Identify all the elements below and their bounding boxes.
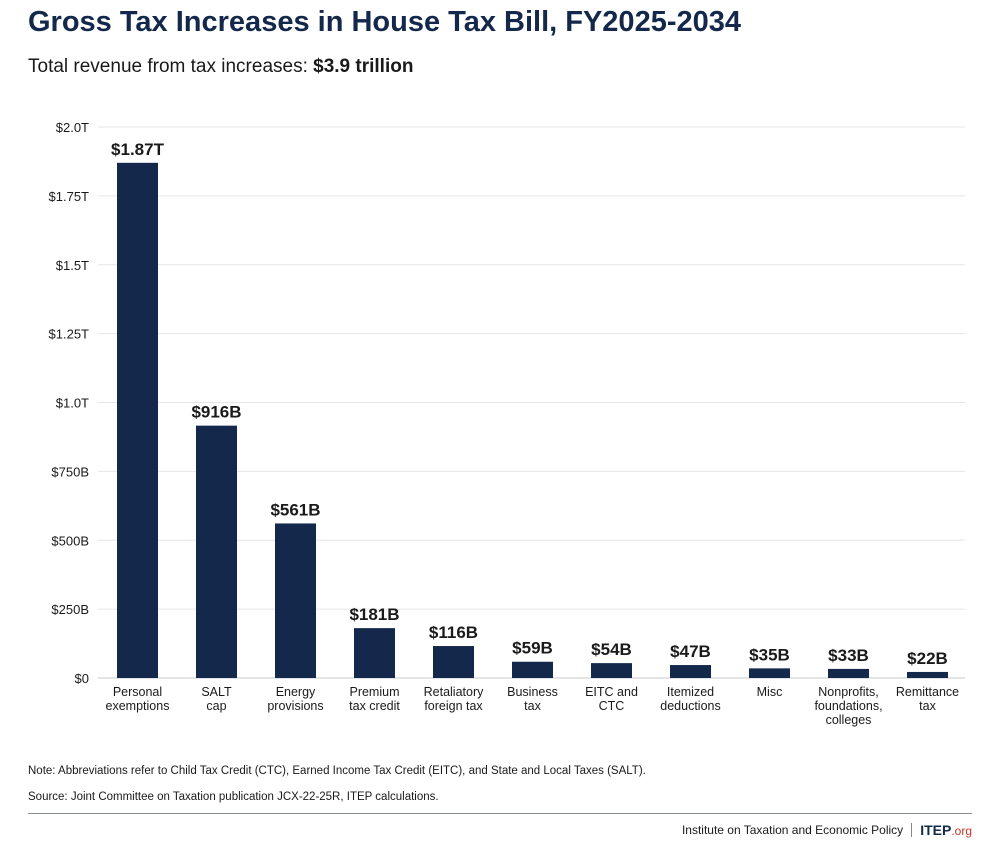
x-tick-label: CTC (599, 699, 625, 713)
chart-note: Note: Abbreviations refer to Child Tax C… (28, 765, 646, 777)
data-label: $561B (270, 500, 320, 519)
x-tick-label: cap (206, 699, 226, 713)
y-tick-label: $0 (75, 671, 89, 686)
x-tick-label: Retaliatory (424, 685, 484, 699)
x-tick-label: exemptions (106, 699, 170, 713)
x-tick-label: colleges (826, 713, 872, 727)
x-tick-label: provisions (267, 699, 323, 713)
bar-chart: $0 $250B $500B $750B $1.0T $1.25T $1.5T $1.75T $… (49, 120, 965, 727)
y-tick-label: $1.0T (56, 396, 89, 411)
x-tick-label: Nonprofits, (818, 685, 878, 699)
y-tick-label: $500B (51, 533, 89, 548)
x-tick-label: tax (524, 699, 541, 713)
bar (117, 162, 158, 678)
x-tick-label: Premium (349, 685, 399, 699)
org-name: Institute on Taxation and Economic Polic… (681, 823, 904, 837)
x-tick-label: foreign tax (424, 699, 483, 713)
data-label: $35B (749, 645, 790, 664)
bar (354, 628, 395, 678)
x-tick-label: Itemized (667, 685, 714, 699)
bar (828, 668, 869, 678)
x-tick-label: Personal (113, 685, 162, 699)
data-label: $54B (591, 640, 632, 659)
x-tick-label: Misc (757, 685, 783, 699)
y-tick-label: $2.0T (56, 120, 89, 135)
footer-separator (911, 823, 913, 837)
chart-title: Gross Tax Increases in House Tax Bill, F… (28, 6, 741, 38)
x-tick-label: Business (507, 685, 558, 699)
data-label: $916B (191, 403, 241, 422)
bar (749, 668, 790, 678)
logo-main: ITEP (920, 822, 952, 838)
x-tick-label: Energy (276, 685, 316, 699)
y-tick-label: $1.5T (56, 258, 89, 273)
y-tick-label: $1.75T (49, 189, 90, 204)
subtitle-total: $3.9 trillion (313, 56, 414, 77)
footer: Institute on Taxation and Economic Polic… (682, 822, 972, 838)
data-label: $22B (907, 649, 948, 668)
y-tick-label: $1.25T (49, 327, 90, 342)
y-tick-label: $750B (51, 464, 89, 479)
x-tick-label: SALT (201, 685, 232, 699)
bar (433, 646, 474, 678)
x-tick-label: tax (919, 699, 936, 713)
data-label: $116B (429, 623, 478, 642)
x-tick-label: Remittance (896, 685, 959, 699)
data-label: $59B (512, 639, 553, 658)
chart-source: Source: Joint Committee on Taxation publ… (28, 791, 439, 803)
bar (907, 671, 948, 678)
logo-suffix: .org (951, 824, 972, 838)
itep-logo[interactable]: ITEP.org (920, 822, 972, 838)
x-tick-label: EITC and (585, 685, 638, 699)
bar (196, 425, 237, 678)
footer-divider (28, 813, 972, 814)
x-tick-label: deductions (660, 699, 720, 713)
y-tick-label: $250B (51, 602, 89, 617)
subtitle-prefix: Total revenue from tax increases: (28, 56, 314, 77)
x-tick-label: tax credit (349, 699, 400, 713)
bar (512, 661, 553, 678)
bar (591, 663, 632, 678)
chart-subtitle: Total revenue from tax increases: $3.9 t… (28, 56, 413, 78)
data-label: $47B (670, 642, 711, 661)
bar (275, 523, 316, 678)
x-tick-label: foundations, (814, 699, 882, 713)
data-label: $181B (349, 605, 399, 624)
data-label: $33B (828, 646, 869, 665)
bar (670, 665, 711, 678)
data-label: $1.87T (111, 140, 165, 159)
